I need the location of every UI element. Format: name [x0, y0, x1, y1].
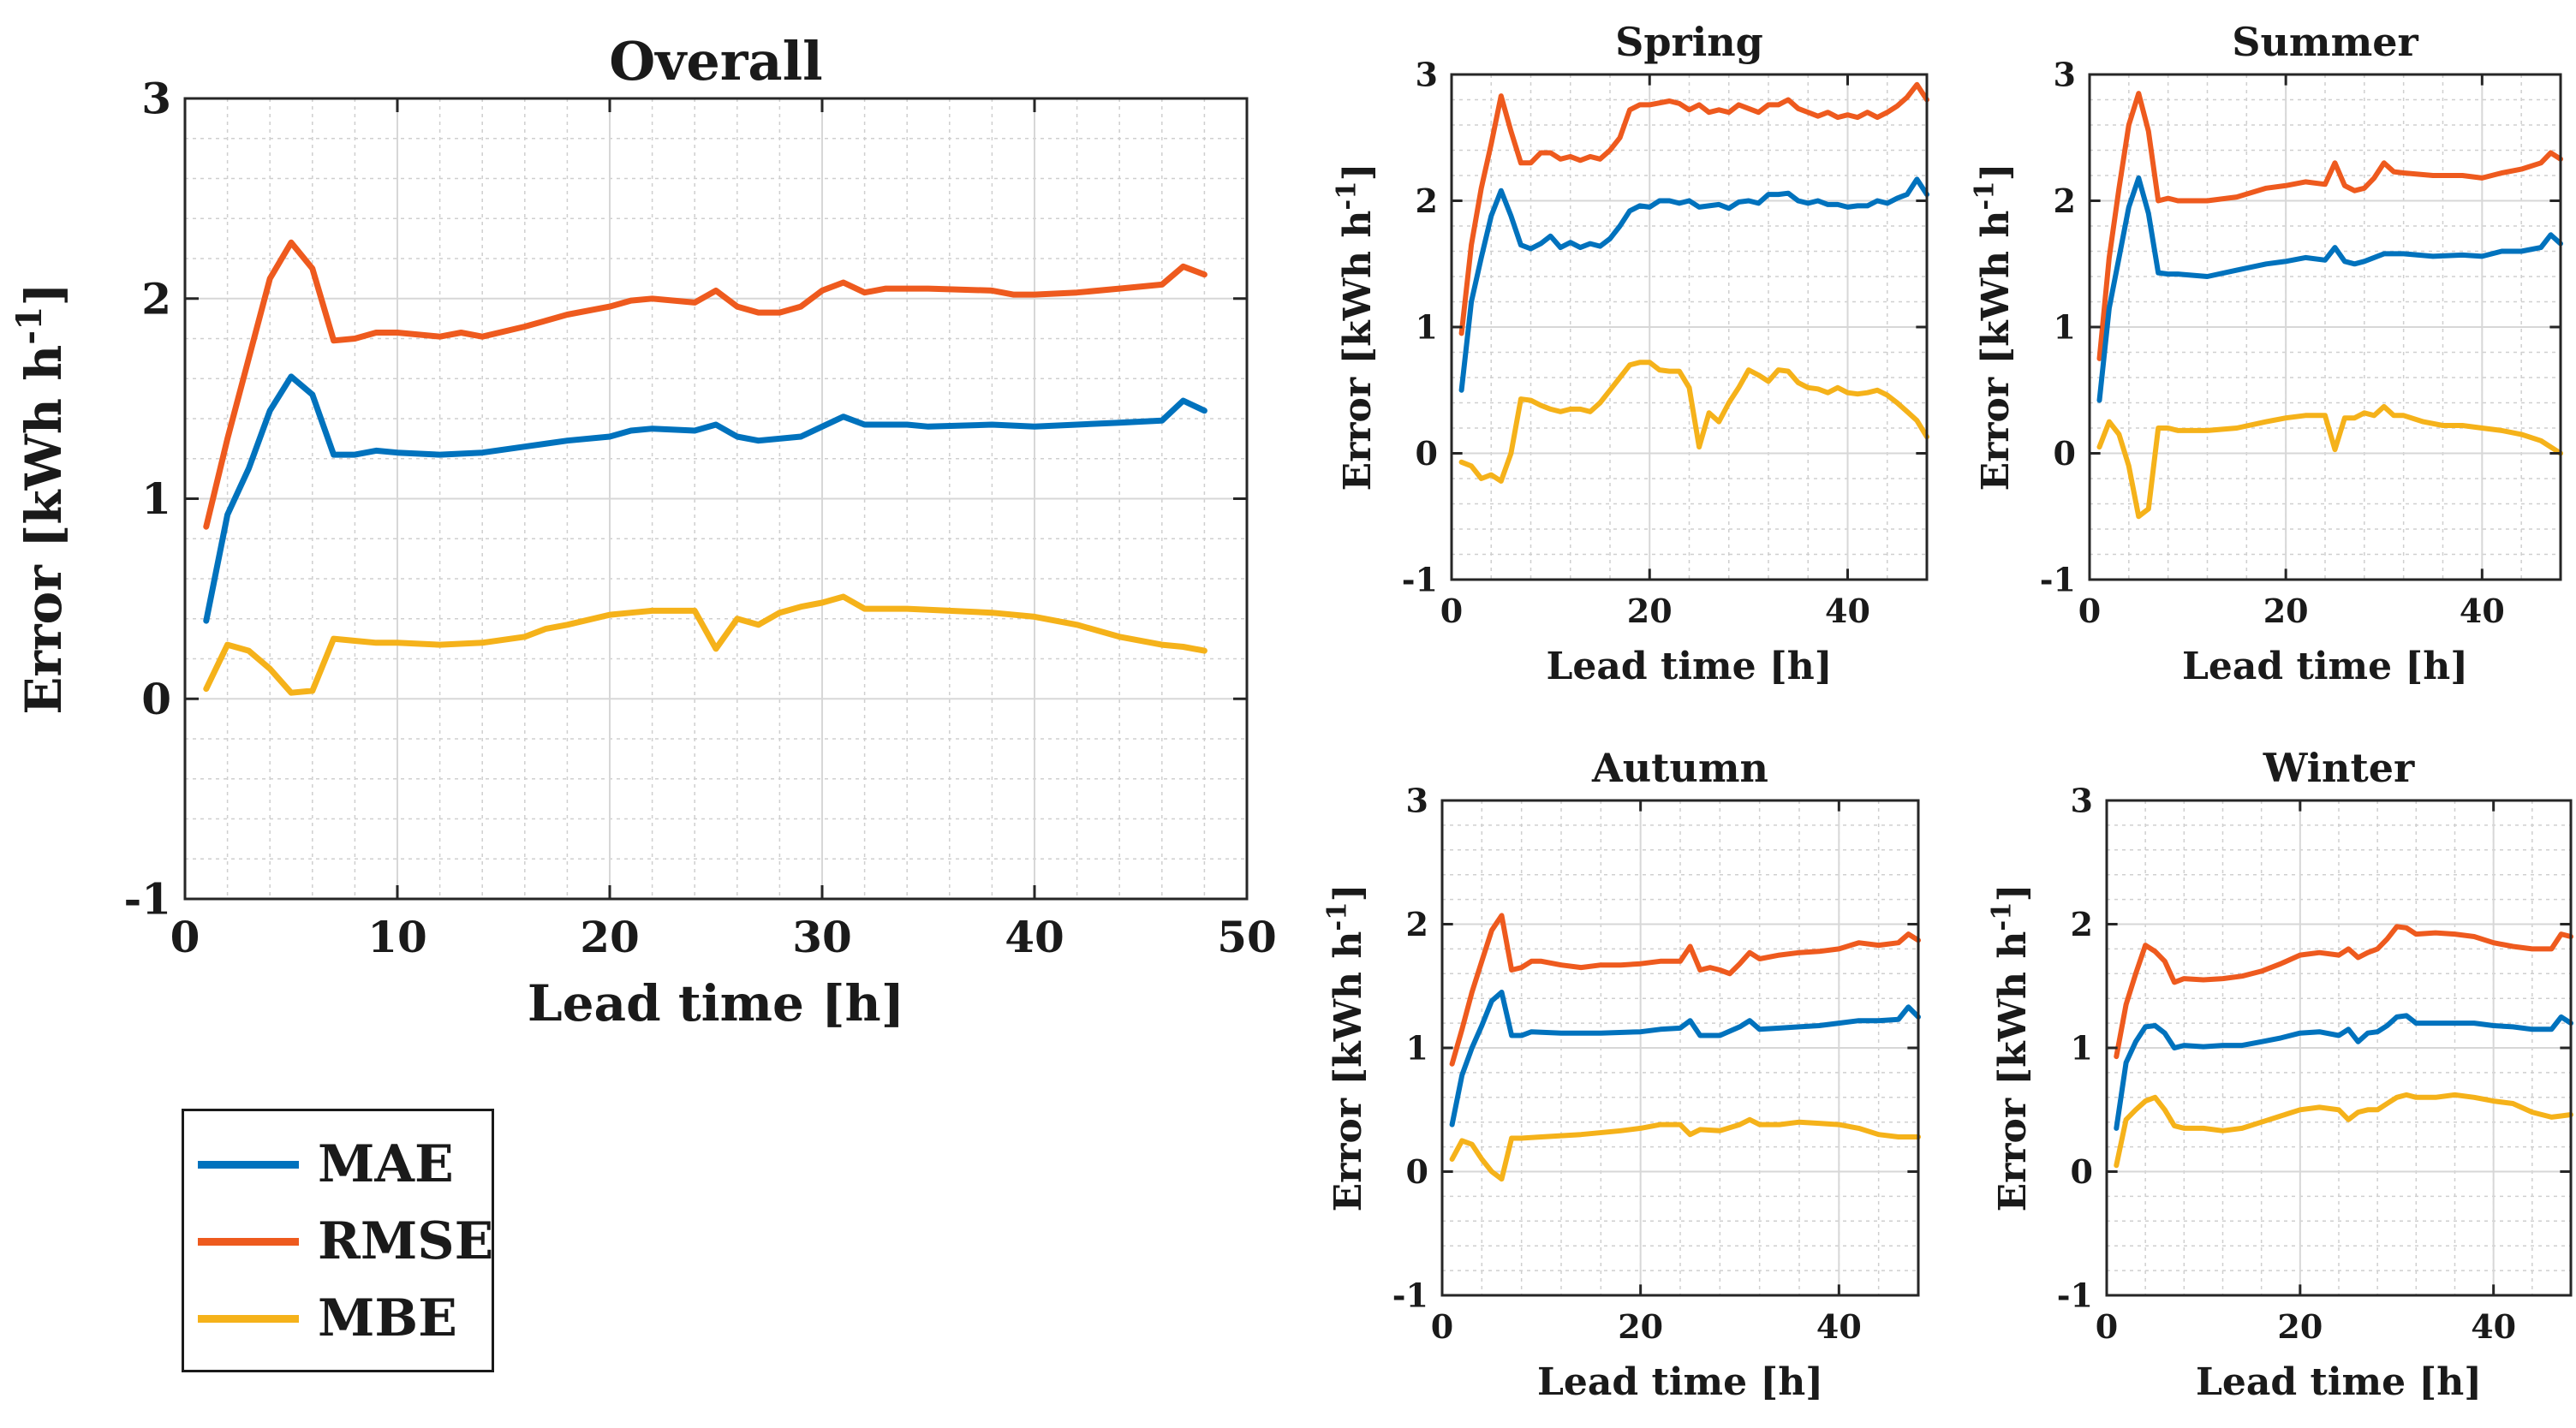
x-tick-label: 40	[1825, 592, 1870, 630]
chart-title: Spring	[1615, 19, 1763, 65]
series-rmse-line	[203, 239, 1208, 530]
y-tick-label: 3	[2054, 55, 2076, 93]
y-tick-label: 1	[1416, 307, 1438, 346]
y-axis-label: Error [kWh h-1]	[1969, 164, 2018, 491]
series-mbe-line	[2096, 403, 2563, 520]
y-tick-label: 0	[141, 674, 171, 724]
x-tick-label: 20	[1627, 592, 1673, 630]
series-rmse-line	[1449, 913, 1921, 1067]
x-tick-label: 0	[2096, 1307, 2118, 1346]
series-mbe-line	[2114, 1092, 2573, 1169]
legend-swatch-rmse	[198, 1237, 299, 1246]
chart-title: Overall	[609, 30, 822, 92]
y-tick-label: -1	[1392, 1276, 1428, 1314]
series-mbe-line	[1458, 360, 1929, 484]
x-tick-label: 40	[2460, 592, 2505, 630]
y-tick-label: -1	[123, 874, 171, 925]
x-tick-label: 0	[1431, 1307, 1453, 1346]
y-tick-label: 1	[1406, 1028, 1428, 1067]
legend-swatch-mbe	[198, 1314, 299, 1323]
series-rmse-line	[1458, 81, 1929, 336]
x-tick-label: 0	[170, 912, 200, 962]
x-tick-label: 0	[1440, 592, 1463, 630]
x-tick-label: 20	[580, 912, 640, 962]
y-axis-label: Error [kWh h-1]	[1321, 884, 1370, 1212]
series-mbe-line	[203, 593, 1208, 696]
y-tick-label: 0	[2071, 1152, 2093, 1191]
x-tick-label: 0	[2078, 592, 2101, 630]
legend-entry-mbe: MBE	[198, 1288, 457, 1348]
y-tick-label: 2	[2071, 905, 2093, 943]
x-tick-label: 20	[1618, 1307, 1663, 1346]
y-tick-label: -1	[2040, 560, 2076, 598]
legend: MAE RMSE MBE	[182, 1109, 494, 1372]
series-mae-line	[2096, 175, 2563, 403]
y-tick-label: 0	[1416, 434, 1438, 473]
y-axis-label: Error [kWh h-1]	[9, 283, 73, 715]
chart-title: Winter	[2263, 745, 2415, 791]
x-tick-label: 20	[2277, 1307, 2323, 1346]
y-tick-label: -1	[1402, 560, 1438, 598]
y-tick-label: 2	[1416, 181, 1438, 220]
x-axis-label: Lead time [h]	[1537, 1360, 1823, 1404]
x-tick-label: 10	[367, 912, 427, 962]
chart-title: Summer	[2232, 19, 2418, 65]
x-axis-label: Lead time [h]	[2196, 1360, 2482, 1404]
x-axis-label: Lead time [h]	[2182, 645, 2468, 688]
x-tick-label: 50	[1217, 912, 1277, 962]
y-tick-label: 1	[141, 473, 171, 524]
y-tick-label: 1	[2054, 307, 2076, 346]
legend-label-rmse: RMSE	[318, 1211, 494, 1271]
y-tick-label: 3	[2071, 781, 2093, 819]
legend-label-mbe: MBE	[318, 1288, 457, 1348]
y-tick-label: 3	[141, 74, 171, 124]
x-tick-label: 40	[2471, 1307, 2516, 1346]
y-tick-label: 2	[1406, 905, 1428, 943]
series-mae-line	[203, 373, 1208, 624]
y-tick-label: 2	[2054, 181, 2076, 220]
series-mae-line	[1458, 176, 1929, 393]
x-tick-label: 30	[792, 912, 852, 962]
y-tick-label: 0	[2054, 434, 2076, 473]
y-tick-label: 2	[141, 273, 171, 324]
series-mae-line	[1449, 990, 1921, 1128]
chart-title: Autumn	[1591, 745, 1768, 791]
x-tick-label: 20	[2263, 592, 2309, 630]
y-tick-label: 3	[1406, 781, 1428, 819]
x-axis-label: Lead time [h]	[1546, 645, 1832, 688]
legend-swatch-mae	[198, 1160, 299, 1169]
legend-entry-rmse: RMSE	[198, 1211, 493, 1271]
series-mbe-line	[1449, 1116, 1921, 1182]
series-rmse-line	[2096, 91, 2563, 361]
y-axis-label: Error [kWh h-1]	[1986, 884, 2035, 1212]
y-tick-label: 1	[2071, 1028, 2093, 1067]
legend-label-mae: MAE	[318, 1134, 454, 1194]
y-axis-label: Error [kWh h-1]	[1331, 164, 1380, 491]
series-rmse-line	[2114, 924, 2573, 1060]
y-tick-label: 3	[1416, 55, 1438, 93]
y-tick-label: -1	[2057, 1276, 2093, 1314]
y-tick-label: 0	[1406, 1152, 1428, 1191]
x-tick-label: 40	[1005, 912, 1064, 962]
legend-entry-mae: MAE	[198, 1134, 454, 1194]
x-tick-label: 40	[1816, 1307, 1862, 1346]
x-axis-label: Lead time [h]	[528, 974, 904, 1032]
series-mae-line	[2114, 1013, 2573, 1131]
